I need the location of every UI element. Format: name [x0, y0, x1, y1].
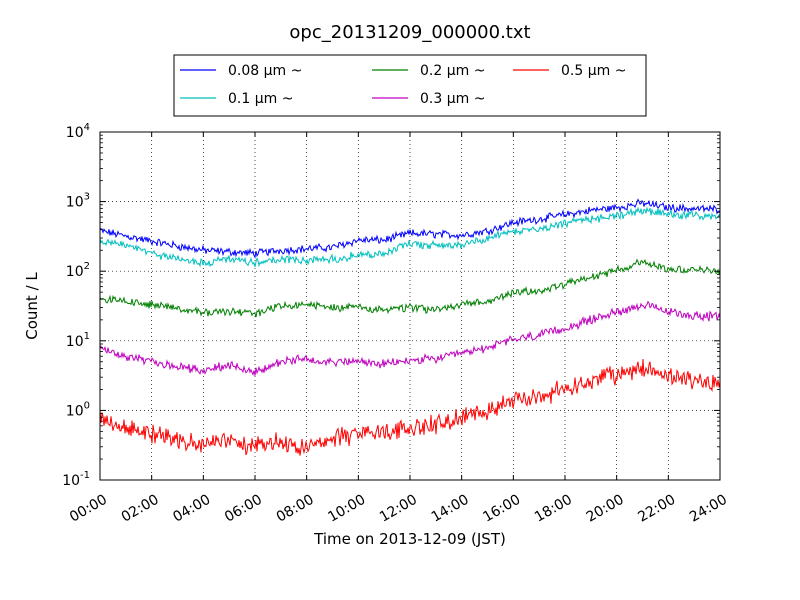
y-tick-label: 100: [66, 400, 90, 419]
y-tick-label: 101: [66, 331, 90, 350]
x-tick-label: 16:00: [480, 492, 523, 526]
x-tick-label: 08:00: [274, 492, 317, 526]
legend: 0.08 μm ~ 0.1 μm ~ 0.2 μm ~ 0.3 μm ~ 0.5 μm …: [173, 54, 647, 117]
series-line: [99, 198, 721, 259]
legend-label: 0.1 μm ~: [228, 91, 293, 107]
y-tick-label: 102: [66, 261, 90, 280]
x-tick-labels: 00:00 02:00 04:00 06:00 08:00 10:00 12:00 14:00…: [67, 492, 730, 526]
y-tick-label: 104: [66, 122, 90, 141]
series-line: [99, 206, 721, 268]
x-tick-label: 14:00: [429, 492, 472, 526]
series-line: [99, 258, 721, 318]
x-tick-label: 06:00: [222, 492, 265, 526]
x-tick-label: 22:00: [635, 492, 678, 526]
legend-box: [173, 54, 647, 117]
x-tick-label: 12:00: [377, 492, 420, 526]
x-tick-label: 10:00: [325, 492, 368, 526]
series-line: [99, 300, 721, 376]
tick-marks: [99, 131, 721, 481]
x-tick-label: 20:00: [584, 492, 627, 526]
x-tick-label: 02:00: [119, 492, 162, 526]
x-tick-label: 00:00: [67, 492, 110, 526]
y-tick-label: 10-1: [62, 470, 90, 489]
y-tick-label: 103: [66, 192, 90, 211]
y-tick-labels: 10-1 100 101 102 103 104: [62, 122, 90, 489]
legend-label: 0.5 μm ~: [561, 63, 626, 79]
y-axis-label: Count / L: [23, 272, 41, 340]
series-line: [99, 358, 721, 456]
x-tick-label: 24:00: [687, 492, 730, 526]
chart-title: opc_20131209_000000.txt: [289, 22, 530, 43]
x-tick-label: 04:00: [170, 492, 213, 526]
legend-label: 0.2 μm ~: [420, 63, 485, 79]
legend-label: 0.08 μm ~: [228, 63, 302, 79]
legend-label: 0.3 μm ~: [420, 91, 485, 107]
data-series: [99, 198, 721, 456]
x-tick-label: 18:00: [532, 492, 575, 526]
x-axis-label: Time on 2013-12-09 (JST): [313, 530, 506, 548]
